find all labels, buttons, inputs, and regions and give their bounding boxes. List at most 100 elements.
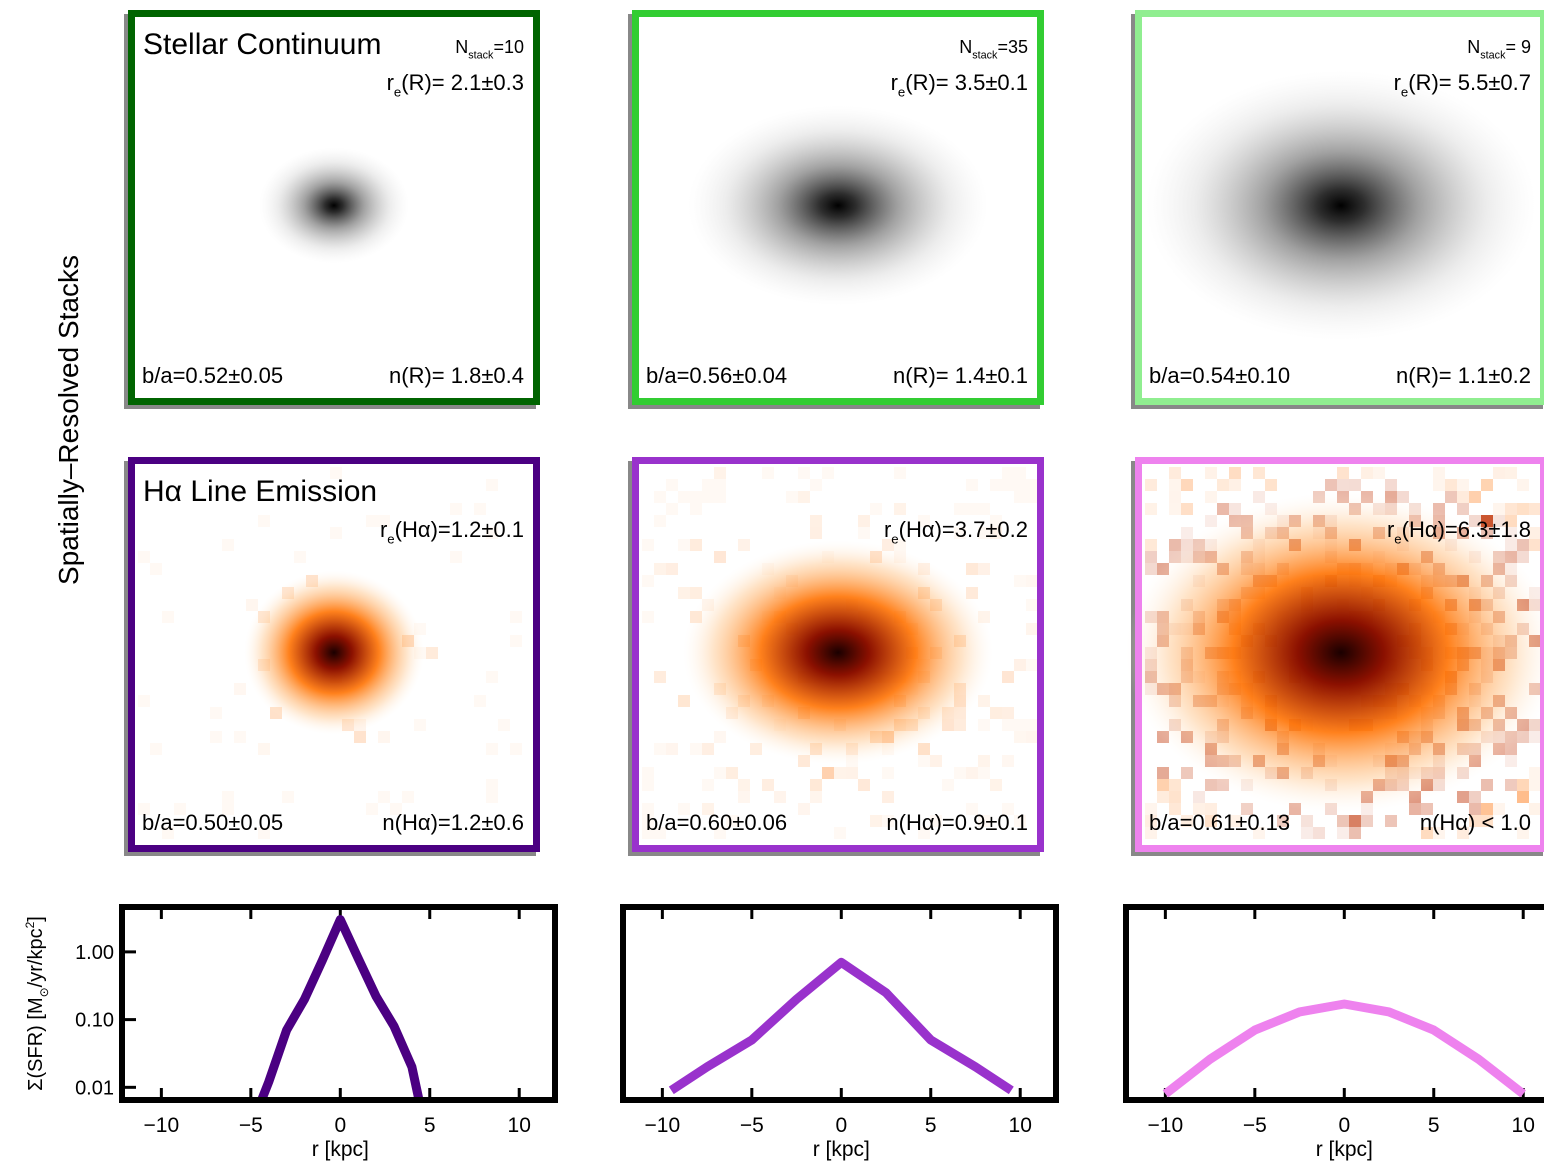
noise-pixel	[834, 827, 846, 839]
noise-pixel	[714, 491, 726, 503]
noise-pixel	[642, 827, 654, 839]
noise-pixel	[366, 515, 378, 527]
y-axis-label: Σ(SFR) [M⊙/yr/kpc2]	[23, 916, 51, 1091]
noise-pixel	[486, 743, 498, 755]
noise-pixel	[1229, 503, 1241, 515]
noise-pixel	[678, 539, 690, 551]
noise-pixel	[1481, 803, 1493, 815]
noise-pixel	[1469, 491, 1481, 503]
noise-pixel	[1241, 803, 1253, 815]
noise-pixel	[1145, 815, 1157, 827]
noise-pixel	[990, 527, 1002, 539]
noise-pixel	[978, 719, 990, 731]
x-tick-label: −5	[740, 1114, 764, 1137]
noise-pixel	[846, 767, 858, 779]
noise-pixel	[738, 791, 750, 803]
noise-pixel	[1505, 527, 1517, 539]
effective-radius-part: (R)= 5.5±0.7	[1408, 70, 1531, 95]
noise-pixel	[138, 551, 150, 563]
noise-pixel	[1145, 539, 1157, 551]
noise-pixel	[1193, 791, 1205, 803]
noise-pixel	[222, 803, 234, 815]
noise-pixel	[1205, 815, 1217, 827]
effective-radius-part: r	[380, 517, 387, 542]
effective-radius: re(R)= 3.5±0.1	[891, 70, 1028, 100]
noise-pixel	[1529, 503, 1541, 515]
noise-pixel	[762, 779, 774, 791]
noise-pixel	[666, 563, 678, 575]
noise-pixel	[642, 803, 654, 815]
noise-pixel	[702, 803, 714, 815]
noise-pixel	[210, 707, 222, 719]
y-axis-label-part: /yr/kpc	[25, 928, 47, 987]
noise-pixel	[918, 515, 930, 527]
noise-pixel	[1445, 479, 1457, 491]
noise-pixel	[1481, 479, 1493, 491]
noise-pixel	[1505, 515, 1517, 527]
noise-pixel	[714, 731, 726, 743]
x-tick-label: 0	[334, 1114, 346, 1137]
noise-pixel	[486, 791, 498, 803]
noise-pixel	[1217, 479, 1229, 491]
noise-pixel	[1517, 791, 1529, 803]
noise-pixel	[1349, 815, 1361, 827]
noise-pixel	[234, 683, 246, 695]
noise-pixel	[942, 779, 954, 791]
noise-pixel	[1529, 503, 1541, 515]
noise-pixel	[954, 767, 966, 779]
noise-pixel	[954, 527, 966, 539]
noise-pixel	[1517, 791, 1529, 803]
noise-pixel	[1145, 479, 1157, 491]
noise-pixel	[966, 563, 978, 575]
effective-radius-part: r	[387, 70, 394, 95]
noise-pixel	[822, 767, 834, 779]
noise-pixel	[1205, 491, 1217, 503]
noise-pixel	[1014, 467, 1026, 479]
noise-pixel	[642, 575, 654, 587]
noise-pixel	[1349, 479, 1361, 491]
noise-pixel	[510, 743, 522, 755]
noise-pixel	[1481, 515, 1493, 527]
noise-pixel	[1169, 479, 1181, 491]
x-tick-label: 0	[1338, 1114, 1350, 1137]
y-tick-label: 0.10	[75, 1010, 114, 1032]
effective-radius-part: r	[1387, 517, 1394, 542]
noise-pixel	[678, 803, 690, 815]
noise-pixel	[1014, 575, 1026, 587]
noise-pixel	[1253, 467, 1265, 479]
noise-pixel	[882, 815, 894, 827]
sersic-index: n(R)= 1.8±0.4	[389, 363, 524, 388]
noise-pixel	[1205, 467, 1217, 479]
noise-pixel	[378, 515, 390, 527]
noise-pixel	[654, 563, 666, 575]
noise-pixel	[858, 527, 870, 539]
noise-pixel	[702, 779, 714, 791]
noise-pixel	[1026, 599, 1038, 611]
panel-frame	[128, 457, 540, 852]
noise-pixel	[1517, 479, 1529, 491]
noise-pixel	[702, 743, 714, 755]
noise-pixel	[1505, 779, 1517, 791]
x-tick-label: −5	[1243, 1114, 1267, 1137]
panel-title: Hα Line Emission	[143, 475, 377, 508]
noise-pixel	[966, 563, 978, 575]
noise-pixel	[882, 767, 894, 779]
noise-pixel	[1181, 767, 1193, 779]
noise-pixel	[774, 791, 786, 803]
noise-pixel	[990, 707, 1002, 719]
noise-pixel	[1517, 791, 1529, 803]
profile-line	[668, 957, 1014, 1095]
noise-pixel	[966, 479, 978, 491]
noise-pixel	[1337, 815, 1349, 827]
noise-pixel	[1253, 827, 1265, 839]
row-label: Spatially–Resolved Stacks	[53, 255, 84, 585]
noise-pixel	[1026, 731, 1038, 743]
blob	[688, 105, 988, 306]
noise-pixel	[990, 779, 1002, 791]
noise-pixel	[1529, 803, 1541, 815]
blob	[1126, 492, 1544, 813]
noise-pixel	[822, 467, 834, 479]
noise-pixel	[666, 563, 678, 575]
noise-pixel	[1529, 767, 1541, 779]
y-axis-label-part: Σ(SFR) [M	[25, 997, 47, 1090]
